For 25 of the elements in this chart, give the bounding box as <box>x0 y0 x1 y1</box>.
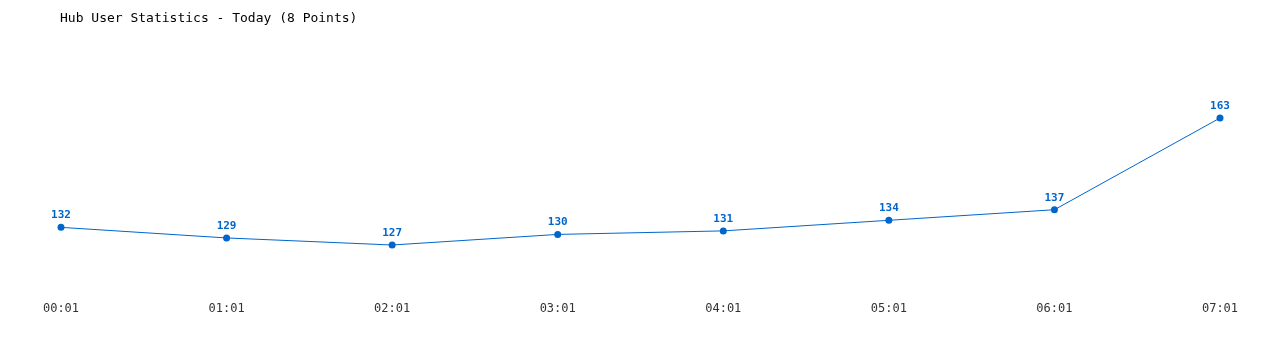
point <box>223 234 231 242</box>
x-tick-label: 07:01 <box>1201 301 1239 315</box>
point <box>1050 206 1058 214</box>
data-label: 130 <box>547 215 568 229</box>
point <box>554 230 562 238</box>
x-tick-label: 00:01 <box>42 301 80 315</box>
data-label: 131 <box>713 211 734 225</box>
point <box>1216 114 1224 122</box>
x-tick-label: 01:01 <box>208 301 245 315</box>
x-tick-label: 02:01 <box>374 301 411 315</box>
data-label: 132 <box>51 208 71 222</box>
point <box>388 241 396 249</box>
x-tick-label: 03:01 <box>539 301 576 315</box>
data-label: 134 <box>878 201 900 215</box>
point <box>885 216 893 224</box>
data-label: 137 <box>1044 190 1065 204</box>
x-tick-label: 05:01 <box>870 301 907 315</box>
point <box>719 227 727 235</box>
data-label: 127 <box>382 226 403 239</box>
point <box>57 223 65 231</box>
data-label: 129 <box>216 218 237 232</box>
x-tick-label: 04:01 <box>705 301 742 315</box>
x-tick-label: 06:01 <box>1036 301 1073 315</box>
data-label: 163 <box>1210 99 1230 112</box>
chart-title: Hub User Statistics - Today (8 Points) <box>60 10 358 25</box>
